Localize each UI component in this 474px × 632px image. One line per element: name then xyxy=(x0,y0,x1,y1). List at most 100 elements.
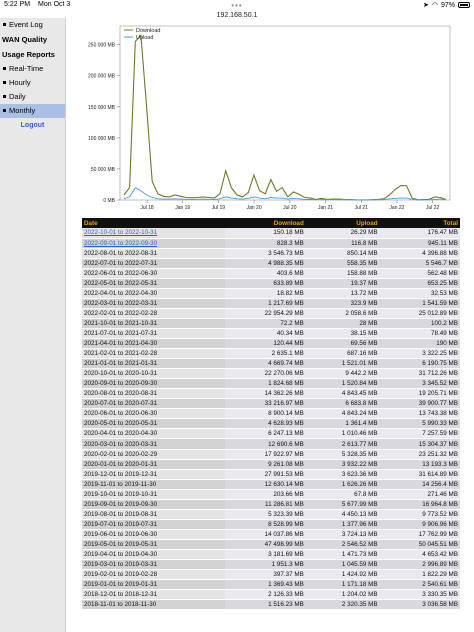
logout-link[interactable]: Logout xyxy=(20,122,45,129)
cell-total: 31 614.89 MB xyxy=(379,469,460,480)
cell-upload: 323.9 MB xyxy=(305,298,380,309)
cell-download: 8 528.99 MB xyxy=(225,519,306,530)
browser-url-bar[interactable]: ••• 192.168.50.1 xyxy=(0,1,474,21)
table-row: 2022-03-01 to 2022-03-31 1 217.69 MB 323.9… xyxy=(82,298,460,309)
cell-upload: 1 626.26 MB xyxy=(305,479,380,490)
cell-upload: 2 613.77 MB xyxy=(305,438,380,450)
cell-upload: 3 724.13 MB xyxy=(305,529,380,540)
url-text[interactable]: 192.168.50.1 xyxy=(216,12,258,19)
cell-date: 2020-03-01 to 2020-03-31 xyxy=(82,438,226,450)
cell-date: 2019-07-01 to 2019-07-31 xyxy=(82,519,226,530)
cell-upload: 28 MB xyxy=(305,318,380,329)
cell-upload: 69.56 MB xyxy=(305,338,380,350)
cell-total: 3 345.52 MB xyxy=(379,378,460,390)
legend-label: Upload xyxy=(136,35,153,41)
cell-download: 1 217.69 MB xyxy=(225,298,306,309)
cell-date: 2022-08-01 to 2022-08-31 xyxy=(82,248,226,259)
cell-upload: 2 546.52 MB xyxy=(305,539,380,551)
bullet-icon xyxy=(3,67,6,70)
cell-total: 78.49 MB xyxy=(379,328,460,340)
cell-total: 176.47 MB xyxy=(379,228,460,239)
cell-upload: 3 932.22 MB xyxy=(305,459,380,470)
cell-date: 2019-03-01 to 2019-03-31 xyxy=(82,559,226,571)
cell-download: 11 286.81 MB xyxy=(225,499,306,510)
cell-total: 945.11 MB xyxy=(379,238,460,249)
sidebar: Event Log WAN Quality Usage Reports Real… xyxy=(0,18,66,632)
cell-total: 4 653.42 MB xyxy=(379,549,460,561)
sidebar-item-real-time[interactable]: Real-Time xyxy=(0,62,65,76)
bullet-icon xyxy=(3,23,6,26)
cell-download: 14 362.26 MB xyxy=(225,388,306,400)
sidebar-item-hourly[interactable]: Hourly xyxy=(0,76,65,90)
sidebar-item-label: Hourly xyxy=(9,78,31,87)
cell-total: 15 304.37 MB xyxy=(379,438,460,450)
header-upload[interactable]: Upload xyxy=(305,218,380,228)
x-tick-label: Jan 20 xyxy=(247,205,262,211)
x-tick-label: Jul 19 xyxy=(212,205,226,211)
cell-upload: 850.14 MB xyxy=(305,248,380,259)
cell-total: 7 257.59 MB xyxy=(379,428,460,440)
cell-download: 2 635.1 MB xyxy=(225,348,306,360)
table-row: 2020-10-01 to 2020-10-31 22 270.06 MB 9 44… xyxy=(82,368,460,380)
cell-upload: 1 361.4 MB xyxy=(305,418,380,430)
cell-date[interactable]: 2022-10-01 to 2022-10-31 xyxy=(82,228,226,239)
table-row: 2019-02-01 to 2019-02-28 397.37 MB 1 424.9… xyxy=(82,569,460,581)
table-row: 2019-09-01 to 2019-09-30 11 286.81 MB 5 67… xyxy=(82,499,460,510)
x-tick-label: Jul 18 xyxy=(140,205,154,211)
sidebar-item-monthly[interactable]: Monthly xyxy=(0,104,65,118)
sidebar-section-usage-reports[interactable]: Usage Reports xyxy=(2,50,55,59)
header-download[interactable]: Download xyxy=(225,218,306,228)
table-row: 2021-02-01 to 2021-02-28 2 635.1 MB 687.16… xyxy=(82,348,460,360)
series-line-upload xyxy=(123,186,447,201)
sidebar-item-label: Event Log xyxy=(9,20,43,29)
cell-upload: 1 520.84 MB xyxy=(305,378,380,390)
cell-date: 2022-04-01 to 2022-04-30 xyxy=(82,288,226,299)
cell-upload: 1 424.92 MB xyxy=(305,569,380,581)
cell-download: 22 270.06 MB xyxy=(225,368,306,380)
cell-total: 562.48 MB xyxy=(379,268,460,279)
cell-download: 12 630.14 MB xyxy=(225,479,306,490)
table-row: 2022-02-01 to 2022-02-28 22 954.29 MB 2 05… xyxy=(82,308,460,319)
date-link[interactable]: 2022-09-01 to 2022-09-30 xyxy=(84,239,158,247)
cell-upload: 1 010.46 MB xyxy=(305,428,380,440)
sidebar-section-wan-quality[interactable]: WAN Quality xyxy=(2,35,48,44)
cell-upload: 9 442.2 MB xyxy=(305,368,380,380)
sidebar-item-daily[interactable]: Daily xyxy=(0,90,65,104)
cell-date: 2019-12-01 to 2019-12-31 xyxy=(82,469,226,480)
cell-total: 17 762.99 MB xyxy=(379,529,460,540)
battery-icon xyxy=(458,2,470,8)
cell-download: 40.34 MB xyxy=(225,328,306,340)
cell-total: 1 541.59 MB xyxy=(379,298,460,309)
cell-upload: 1 045.59 MB xyxy=(305,559,380,571)
x-tick-label: Jul 22 xyxy=(426,205,440,211)
sidebar-item-event-log[interactable]: Event Log xyxy=(0,18,65,32)
header-date[interactable]: Date xyxy=(82,218,226,228)
cell-upload: 116.8 MB xyxy=(305,238,380,249)
cell-download: 1 369.43 MB xyxy=(225,579,306,591)
table-row: 2020-07-01 to 2020-07-31 33 216.97 MB 6 68… xyxy=(82,398,460,410)
table-row: 2019-04-01 to 2019-04-30 3 181.69 MB 1 471… xyxy=(82,549,460,561)
table-row: 2021-10-01 to 2021-10-31 72.2 MB 28 MB 100.… xyxy=(82,318,460,329)
cell-date: 2020-04-01 to 2020-04-30 xyxy=(82,428,226,440)
cell-date: 2021-01-01 to 2021-01-31 xyxy=(82,358,226,370)
table-row: 2020-04-01 to 2020-04-30 6 247.13 MB 1 010… xyxy=(82,428,460,440)
table-row: 2019-08-01 to 2019-08-31 5 323.39 MB 4 450… xyxy=(82,509,460,520)
cell-upload: 4 450.13 MB xyxy=(305,509,380,520)
cell-download: 72.2 MB xyxy=(225,318,306,329)
cell-date[interactable]: 2022-09-01 to 2022-09-30 xyxy=(82,238,226,249)
tab-menu-dots-icon[interactable]: ••• xyxy=(231,1,243,10)
header-total[interactable]: Total xyxy=(379,218,460,228)
cell-upload: 1 521.01 MB xyxy=(305,358,380,370)
cell-date: 2020-07-01 to 2020-07-31 xyxy=(82,398,226,410)
table-row: 2021-01-01 to 2021-01-31 4 669.74 MB 1 521… xyxy=(82,358,460,370)
cell-date: 2019-02-01 to 2019-02-28 xyxy=(82,569,226,581)
cell-date: 2019-11-01 to 2019-11-30 xyxy=(82,479,226,490)
cell-upload: 2 320.35 MB xyxy=(305,599,380,611)
legend-label: Download xyxy=(136,28,160,34)
cell-download: 120.44 MB xyxy=(225,338,306,350)
cell-date: 2022-03-01 to 2022-03-31 xyxy=(82,298,226,309)
cell-date: 2021-02-01 to 2021-02-28 xyxy=(82,348,226,360)
cell-total: 16 964.8 MB xyxy=(379,499,460,510)
date-link[interactable]: 2022-10-01 to 2022-10-31 xyxy=(84,229,158,237)
cell-upload: 1 377.96 MB xyxy=(305,519,380,530)
